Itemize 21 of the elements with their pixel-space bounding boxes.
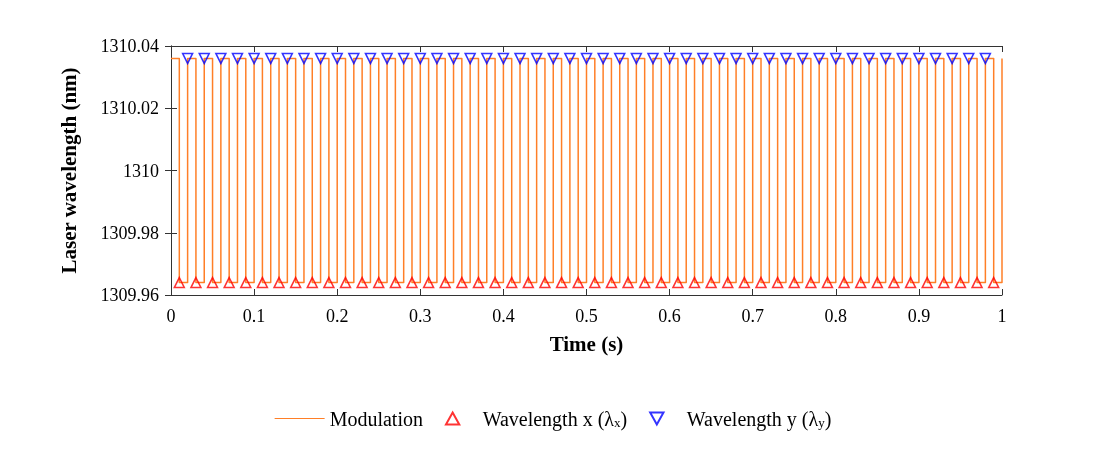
x-axis-title: Time (s) — [549, 331, 624, 356]
y-tick-label: 1310 — [123, 160, 159, 181]
x-tick-label: 0.5 — [575, 306, 598, 326]
x-tick-label: 0.6 — [658, 306, 681, 326]
x-tick-label: 1 — [997, 306, 1007, 326]
legend-label: Wavelength x (λx) — [482, 407, 628, 431]
x-tick-label: 0.1 — [242, 306, 266, 326]
x-tick-label: 0.3 — [409, 306, 432, 326]
x-tick-label: 0 — [166, 306, 176, 326]
y-tick-label: 1310.02 — [100, 98, 159, 119]
y-tick-label: 1310.04 — [100, 36, 159, 56]
x-tick-label: 0.2 — [325, 306, 349, 326]
legend-label: Wavelength y (λy) — [686, 407, 832, 431]
y-tick-label: 1309.98 — [100, 222, 159, 243]
y-tick-label: 1309.96 — [100, 285, 159, 305]
x-tick-label: 0.4 — [492, 306, 515, 326]
legend-label: Modulation — [329, 407, 423, 430]
x-tick-label: 0.9 — [907, 306, 931, 326]
x-tick-label: 0.7 — [741, 306, 764, 326]
x-tick-label: 0.8 — [824, 306, 848, 326]
y-axis-title: Laser wavelength (nm) — [56, 67, 81, 274]
